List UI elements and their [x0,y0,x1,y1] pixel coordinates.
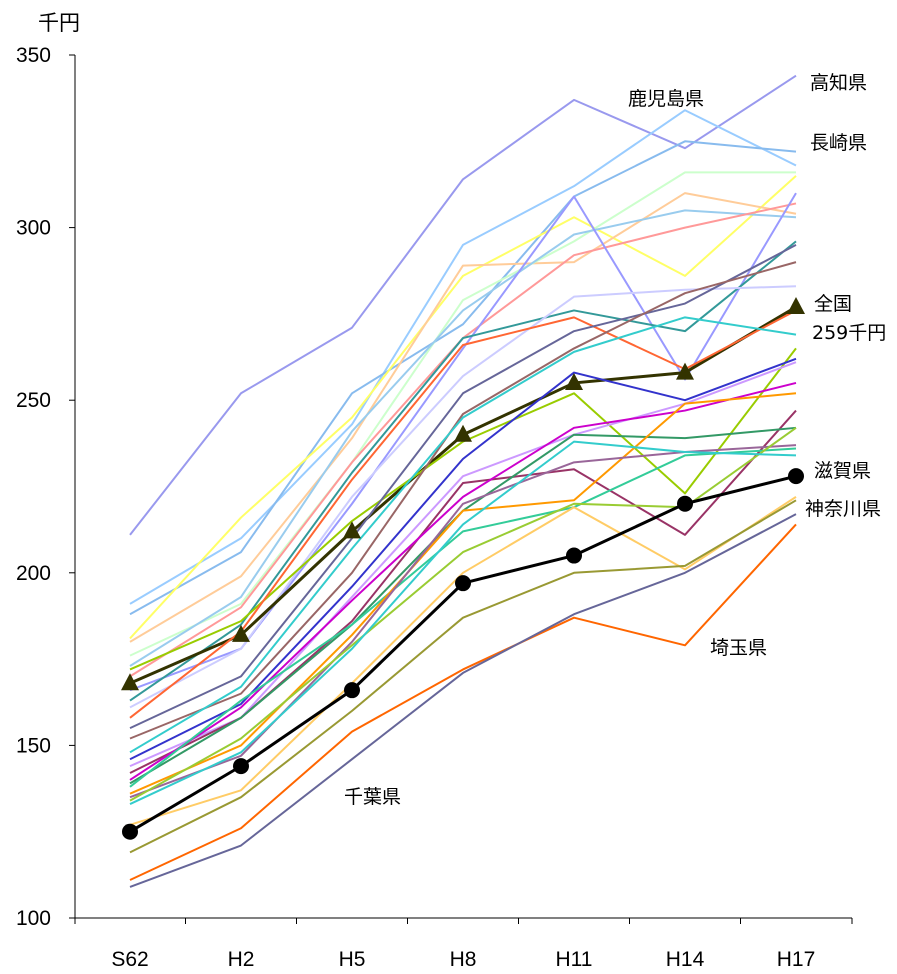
y-tick-label: 200 [16,562,51,585]
series-line [129,243,797,730]
series-line [129,175,797,640]
series-line [129,261,797,740]
annotation-kanagawa: 神奈川県 [805,498,881,520]
series-line [129,447,797,788]
series-line [129,361,797,768]
x-tick-label: H5 [339,948,366,971]
y-tick-group: 100 150 200 250 300 350 [16,44,75,930]
series-line [129,140,797,616]
series-point [788,468,804,485]
y-tick-label: 250 [16,389,51,412]
series-group [129,74,797,888]
y-tick-label: 100 [16,907,51,930]
series-line [129,309,797,719]
series-point [121,673,139,691]
series-line [129,357,797,761]
annotation-group: 高知県 鹿児島県 長崎県 全国 259千円 滋賀県 神奈川県 埼玉県 千葉県 [344,72,886,808]
series-point [455,575,471,592]
series-point [566,547,582,564]
series-line [129,513,797,888]
series-point [677,495,693,512]
series-line [129,109,797,605]
x-tick-label: H8 [450,948,477,971]
series-line [129,74,797,536]
annotation-chiba: 千葉県 [344,786,401,808]
series-line [129,440,797,805]
series-line [129,496,797,826]
series-point [233,758,249,775]
x-tick-label: H11 [556,948,593,971]
x-tick-group: S62 H2 H5 H8 H11 H14 H17 [74,918,853,971]
series-line [129,426,797,785]
series-line [129,171,796,657]
annotation-kagoshima: 鹿児島県 [628,88,704,110]
series-point [344,682,360,699]
x-tick-label: H17 [777,948,816,971]
x-tick-label: H2 [228,948,255,971]
annotation-kochi: 高知県 [810,72,867,94]
series-line [129,381,797,781]
y-tick-label: 300 [16,217,51,240]
series-point [787,296,805,314]
y-tick-label: 350 [16,44,51,67]
annotation-shiga: 滋賀県 [814,460,871,482]
series-line [129,409,797,774]
series-point [122,823,138,840]
y-axis-unit-label: 千円 [38,11,80,35]
series-point [454,424,472,442]
series-line [129,316,797,754]
series-line [129,285,797,709]
markers-group [121,296,805,840]
annotation-zenkoku-value: 259千円 [812,322,886,344]
series-point [565,372,583,390]
series-point [232,624,250,642]
annotation-nagasaki: 長崎県 [810,132,867,154]
annotation-zenkoku: 全国 [814,293,852,315]
series-line [129,192,797,643]
series-line [129,209,797,667]
y-tick-label: 150 [16,734,51,757]
x-tick-label: H14 [666,948,705,971]
x-tick-label: S62 [111,948,148,971]
axes [74,55,852,919]
series-point [343,521,361,539]
series-line [129,499,797,854]
series-line [129,523,797,881]
series-line [129,392,797,795]
series-point [676,362,694,380]
series-line [129,240,797,702]
annotation-saitama: 埼玉県 [710,637,767,659]
